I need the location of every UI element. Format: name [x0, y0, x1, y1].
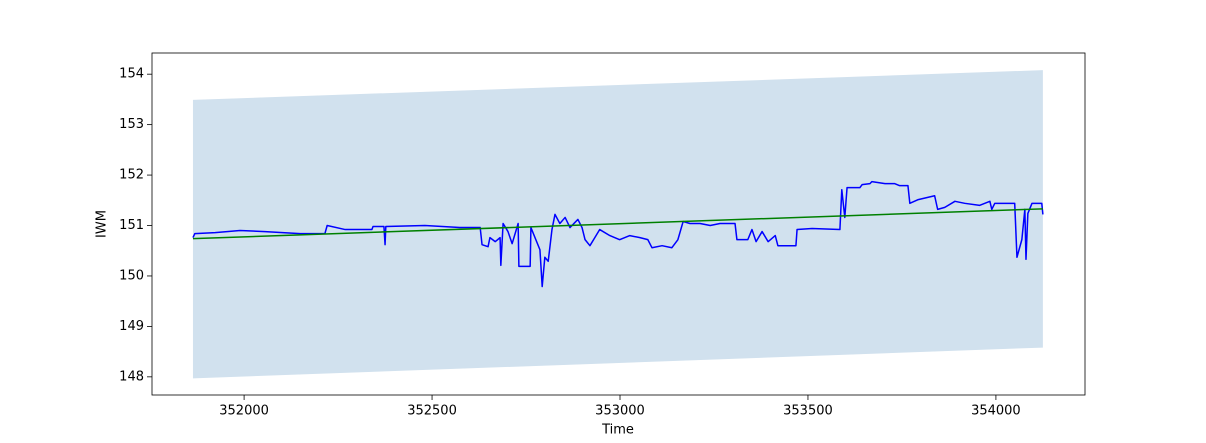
- plot-frame: [151, 52, 1086, 396]
- x-tick-label: 353500: [783, 404, 833, 419]
- y-tick-label: 154: [119, 67, 144, 82]
- x-tick-label: 352500: [407, 404, 457, 419]
- x-tick-label: 352000: [219, 404, 269, 419]
- y-tick-label: 153: [119, 117, 144, 132]
- y-tick-label: 151: [119, 218, 144, 233]
- y-axis-label: IWM: [95, 210, 110, 238]
- y-tick-label: 152: [119, 168, 144, 183]
- x-axis-label: Time: [601, 423, 634, 438]
- y-tick-label: 149: [119, 319, 144, 334]
- x-tick-label: 353000: [595, 404, 645, 419]
- y-tick-label: 148: [119, 369, 144, 384]
- y-tick-label: 150: [119, 268, 144, 283]
- x-tick-label: 354000: [971, 404, 1021, 419]
- data-line: [192, 180, 1044, 288]
- data-line: [192, 208, 1043, 240]
